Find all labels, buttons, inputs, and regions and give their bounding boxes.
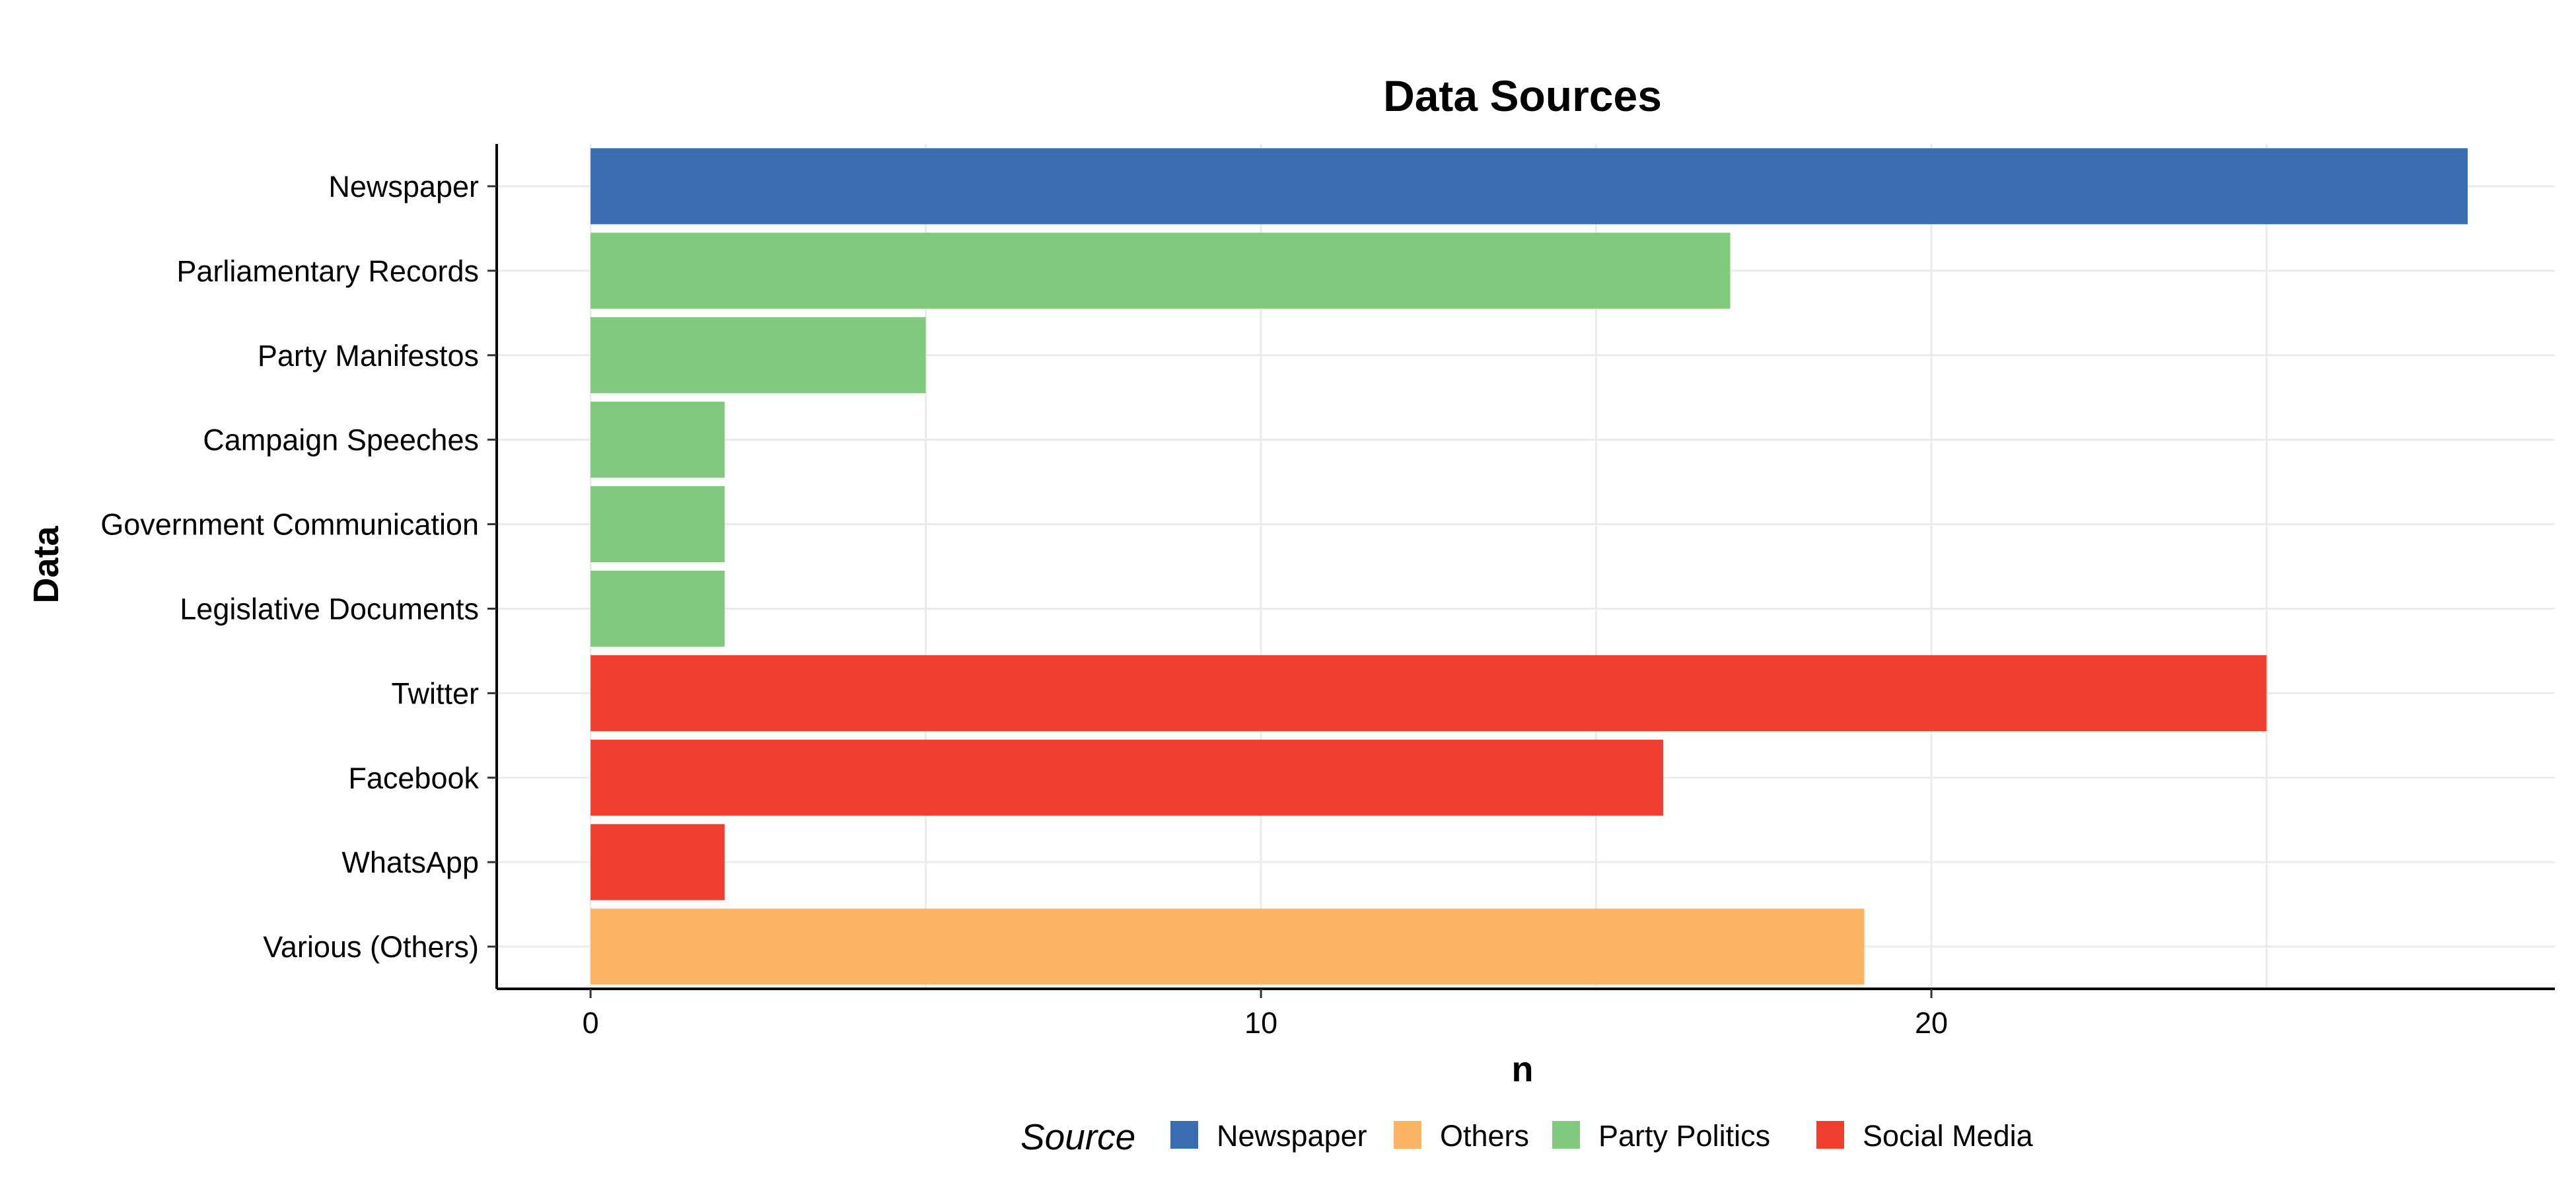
x-axis-title: n [1512,1050,1534,1089]
y-tick-label: WhatsApp [341,846,479,879]
axes-layer [487,144,2555,998]
legend-label-newspaper: Newspaper [1217,1119,1367,1153]
y-tick-label: Twitter [391,676,479,710]
legend-items: Newspaper Others Party Politics Social Medi… [1170,1119,2034,1153]
bar-facebook [590,739,1664,816]
y-tick-label: Facebook [348,761,479,795]
bars-layer [590,148,2468,985]
legend-label-social-media: Social Media [1863,1119,2034,1153]
bar-government-communication [590,486,725,563]
bar-whatsapp [590,824,725,900]
chart-title: Data Sources [1383,71,1662,120]
bar-campaign-speeches [590,402,725,478]
legend: Source Newspaper Others Party Politics Soci… [1020,1116,2034,1157]
bar-party-manifestos [590,317,926,394]
y-tick-label: Various (Others) [263,930,479,964]
y-tick-label: Government Communication [100,508,479,542]
legend-label-others: Others [1440,1119,1529,1153]
y-tick-label: Newspaper [328,170,479,203]
labels-layer: Newspaper Parliamentary Records Party Mani… [100,170,1948,1040]
legend-key-others [1394,1121,1421,1149]
bar-twitter [590,655,2267,731]
bar-various-others [590,908,1865,985]
legend-label-party-politics: Party Politics [1598,1119,1770,1153]
bar-parliamentary-records [590,233,1731,309]
y-tick-label: Campaign Speeches [203,423,479,457]
y-tick-label: Parliamentary Records [176,254,479,288]
y-tick-label: Legislative Documents [180,592,479,626]
legend-title: Source [1020,1116,1135,1157]
bar-legislative-documents [590,570,725,647]
bar-newspaper [590,148,2468,225]
legend-key-party-politics [1552,1121,1580,1149]
x-tick-label: 20 [1915,1006,1948,1040]
y-tick-label: Party Manifestos [258,339,479,373]
x-tick-label: 0 [583,1006,599,1040]
y-axis-title: Data [26,526,66,604]
legend-key-newspaper [1170,1121,1198,1149]
x-tick-label: 10 [1244,1006,1277,1040]
legend-key-social-media [1816,1121,1844,1149]
